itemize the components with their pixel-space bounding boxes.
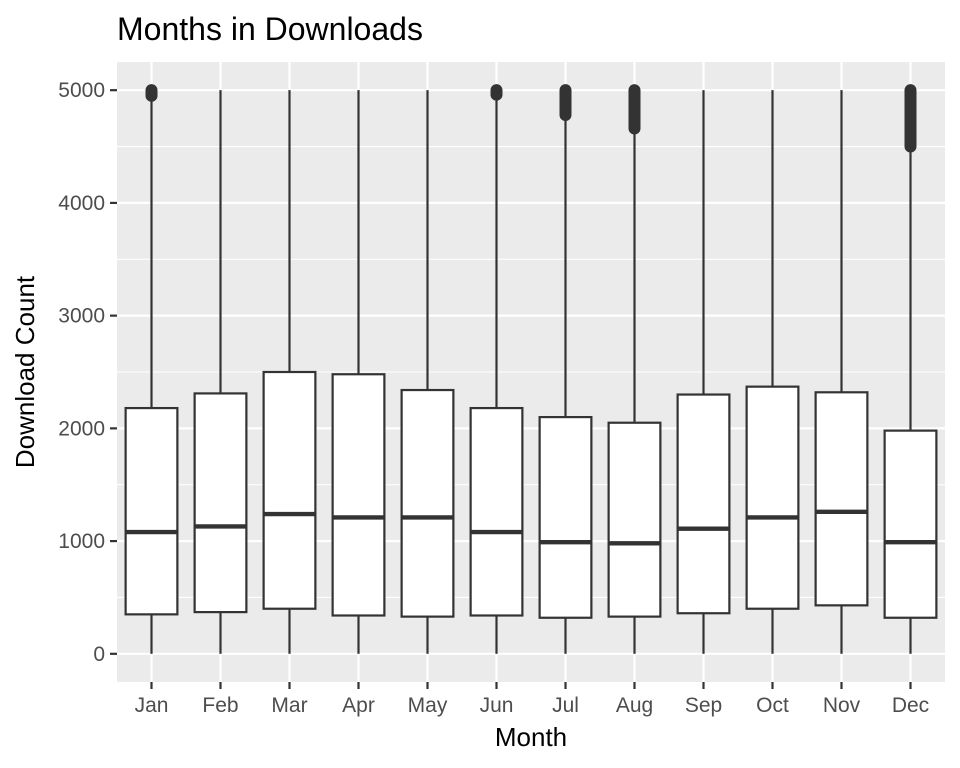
box-jan — [124, 84, 179, 654]
x-axis-title: Month — [495, 722, 567, 752]
x-tick-label: Jun — [480, 694, 514, 717]
x-tick-label: Sep — [685, 694, 722, 717]
box-iqr — [607, 421, 662, 618]
box-sep — [676, 90, 731, 654]
x-tick-label: Aug — [616, 694, 653, 717]
x-tick-label: Feb — [202, 694, 238, 717]
box-mar — [262, 90, 317, 654]
x-tick-label: May — [408, 694, 448, 717]
box-dec — [883, 84, 938, 654]
x-tick-label: Jul — [552, 694, 579, 717]
box-nov — [814, 90, 869, 654]
box-feb — [193, 90, 248, 654]
box-iqr — [262, 370, 317, 610]
x-tick-label: Jan — [135, 694, 169, 717]
x-tick-label: Apr — [342, 694, 375, 717]
box-iqr — [745, 385, 800, 610]
box-jun — [469, 84, 524, 654]
box-iqr — [538, 415, 593, 619]
y-tick-label: 1000 — [58, 530, 105, 553]
x-axis: Jan Feb Mar Apr May Jun Jul Aug Sep Oct Nov Dec — [135, 682, 929, 717]
x-tick-label: Oct — [756, 694, 789, 717]
y-tick-label: 5000 — [58, 79, 105, 102]
box-iqr — [124, 406, 179, 616]
chart-title: Months in Downloads — [117, 11, 423, 47]
y-axis: 0 1000 2000 3000 4000 5000 — [58, 79, 117, 666]
x-tick-label: Mar — [271, 694, 307, 717]
box-jul — [538, 84, 593, 654]
y-tick-label: 3000 — [58, 305, 105, 328]
box-may — [400, 90, 455, 654]
box-iqr — [469, 406, 524, 617]
y-tick-label: 4000 — [58, 192, 105, 215]
box-iqr — [676, 393, 731, 615]
y-axis-title: Download Count — [10, 275, 40, 468]
box-iqr — [193, 392, 248, 614]
box-iqr — [883, 429, 938, 619]
box-iqr — [331, 373, 386, 617]
box-apr — [331, 90, 386, 654]
box-iqr — [400, 388, 455, 618]
box-aug — [607, 84, 662, 654]
box-series — [124, 84, 938, 654]
y-tick-label: 0 — [93, 643, 105, 666]
box-oct — [745, 90, 800, 654]
x-tick-label: Nov — [823, 694, 861, 717]
box-iqr — [814, 391, 869, 607]
x-tick-label: Dec — [892, 694, 929, 717]
y-tick-label: 2000 — [58, 417, 105, 440]
